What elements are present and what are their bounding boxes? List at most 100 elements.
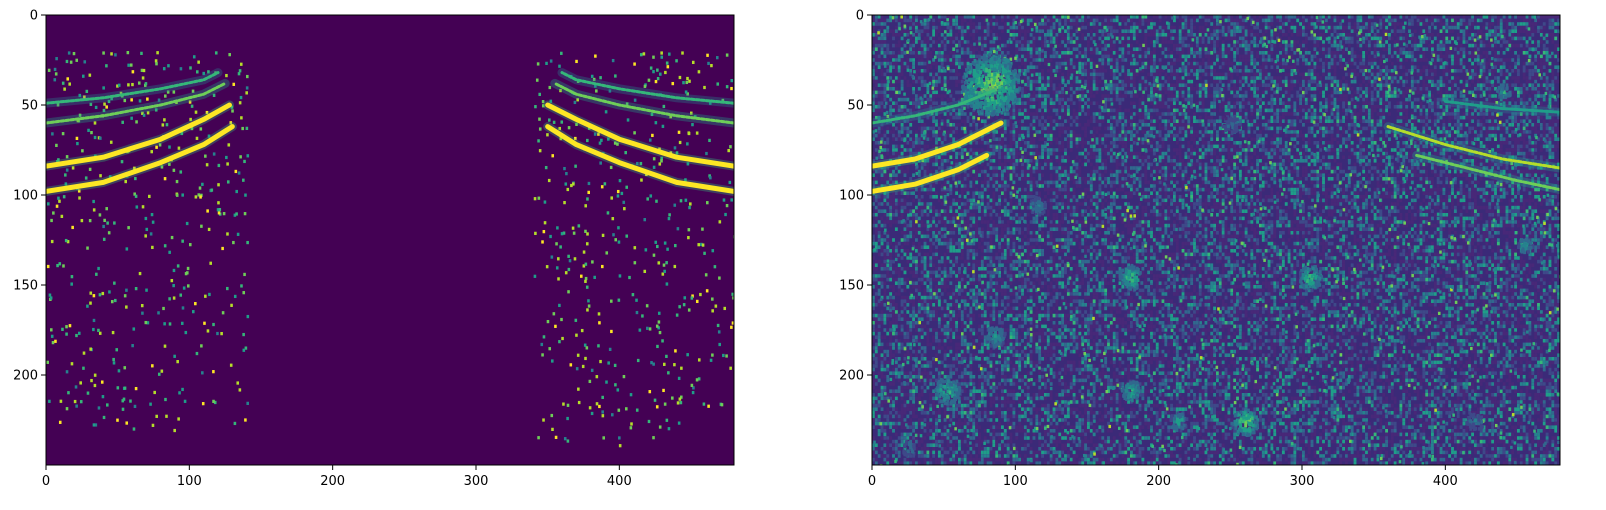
heatmap-cell — [1087, 97, 1090, 102]
speckle — [633, 62, 636, 66]
heatmap-cell — [992, 54, 996, 59]
heatmap-cell — [1402, 36, 1406, 41]
heatmap-cell — [1273, 40, 1277, 44]
speckle — [105, 64, 108, 68]
heatmap-cell — [1158, 18, 1162, 23]
heatmap-cell — [1284, 47, 1288, 51]
heatmap-cell — [1001, 54, 1004, 59]
heatmap-cell — [1445, 97, 1449, 102]
heatmap-cell — [1181, 51, 1185, 55]
heatmap-cell — [1451, 29, 1454, 33]
heatmap-cell — [1502, 36, 1506, 41]
speckle — [611, 58, 615, 63]
heatmap-cell — [1537, 29, 1540, 33]
heatmap-cell — [966, 51, 970, 55]
heatmap-cell — [1064, 58, 1067, 62]
heatmap-cell — [917, 101, 921, 105]
heatmap-cell — [1058, 65, 1062, 69]
speckle — [50, 239, 54, 244]
speckle — [715, 56, 719, 60]
speckle — [53, 78, 57, 82]
heatmap-cell — [1026, 54, 1030, 59]
heatmap-cell — [1347, 25, 1351, 30]
heatmap-cell — [1485, 22, 1489, 26]
heatmap-cell — [883, 83, 887, 87]
heatmap-cell — [1115, 61, 1119, 66]
heatmap-cell — [1382, 36, 1386, 41]
heatmap-cell — [1244, 94, 1248, 98]
heatmap-cell — [1184, 43, 1188, 48]
speckle — [554, 435, 558, 439]
heatmap-cell — [1075, 36, 1079, 41]
heatmap-cell — [1190, 61, 1194, 66]
heatmap-cell — [1436, 47, 1440, 51]
speckle — [161, 123, 165, 127]
heatmap-cell — [1319, 22, 1323, 26]
heatmap-cell — [877, 40, 881, 44]
heatmap-cell — [1514, 79, 1517, 84]
heatmap-cell — [1015, 105, 1019, 109]
heatmap-cell — [889, 54, 893, 59]
heatmap-cell — [972, 47, 976, 51]
speckle — [601, 410, 604, 414]
speckle — [61, 132, 65, 136]
heatmap-cell — [1330, 94, 1334, 98]
heatmap-cell — [1350, 76, 1354, 80]
heatmap-cell — [1456, 54, 1460, 59]
heatmap-cell — [1353, 58, 1357, 62]
heatmap-cell — [1476, 33, 1480, 37]
speckle — [551, 359, 554, 363]
heatmap-cell — [1055, 33, 1059, 37]
speckle — [180, 321, 184, 325]
heatmap-cell — [1046, 83, 1050, 87]
heatmap-cell — [1044, 54, 1047, 59]
heatmap-cell — [1052, 87, 1056, 91]
heatmap-cell — [1511, 105, 1515, 109]
heatmap-cell — [1003, 25, 1007, 30]
heatmap-cell — [1195, 90, 1199, 95]
heatmap-cell — [1187, 87, 1191, 91]
heatmap-cell — [1029, 87, 1033, 91]
speckle — [541, 353, 544, 357]
heatmap-cell — [1144, 83, 1148, 87]
heatmap-cell — [1537, 51, 1540, 55]
heatmap-cell — [1081, 87, 1085, 91]
heatmap-cell — [986, 15, 990, 19]
speckle — [156, 51, 159, 55]
heatmap-cell — [969, 22, 973, 26]
heatmap-cell — [955, 58, 958, 62]
heatmap-cell — [1517, 72, 1520, 77]
speckle — [162, 306, 165, 311]
heatmap-cell — [1213, 15, 1216, 19]
heatmap-cell — [1092, 69, 1096, 73]
heatmap-cell — [1448, 94, 1452, 98]
heatmap-cell — [1270, 43, 1274, 48]
heatmap-cell — [1095, 90, 1099, 95]
heatmap-cell — [946, 54, 950, 59]
heatmap-cell — [1528, 87, 1532, 91]
heatmap-cell — [1224, 33, 1228, 37]
heatmap-cell — [1528, 79, 1532, 84]
speckle — [647, 78, 651, 82]
heatmap-cell — [1385, 15, 1388, 19]
heatmap-cell — [1241, 25, 1245, 30]
heatmap-cell — [1304, 25, 1308, 30]
heatmap-cell — [1161, 87, 1165, 91]
speckle — [172, 90, 176, 94]
heatmap-cell — [1508, 33, 1512, 37]
heatmap-cell — [1144, 43, 1148, 48]
heatmap-cell — [1302, 54, 1305, 59]
heatmap-cell — [892, 54, 895, 59]
heatmap-cell — [1459, 29, 1463, 33]
heatmap-cell — [1557, 79, 1560, 84]
heatmap-cell — [1356, 25, 1360, 30]
heatmap-cell — [1175, 97, 1179, 102]
heatmap-cell — [1342, 33, 1345, 37]
speckle — [167, 64, 170, 68]
heatmap-cell — [923, 43, 927, 48]
speckle — [90, 130, 93, 135]
heatmap-cell — [1009, 15, 1013, 19]
heatmap-cell — [1284, 22, 1288, 26]
heatmap-cell — [1350, 54, 1354, 59]
heatmap-cell — [1539, 15, 1543, 19]
